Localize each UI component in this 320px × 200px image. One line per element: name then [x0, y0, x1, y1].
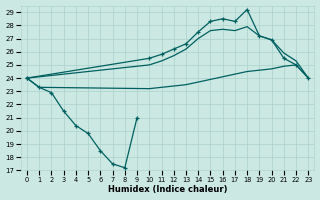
- X-axis label: Humidex (Indice chaleur): Humidex (Indice chaleur): [108, 185, 228, 194]
